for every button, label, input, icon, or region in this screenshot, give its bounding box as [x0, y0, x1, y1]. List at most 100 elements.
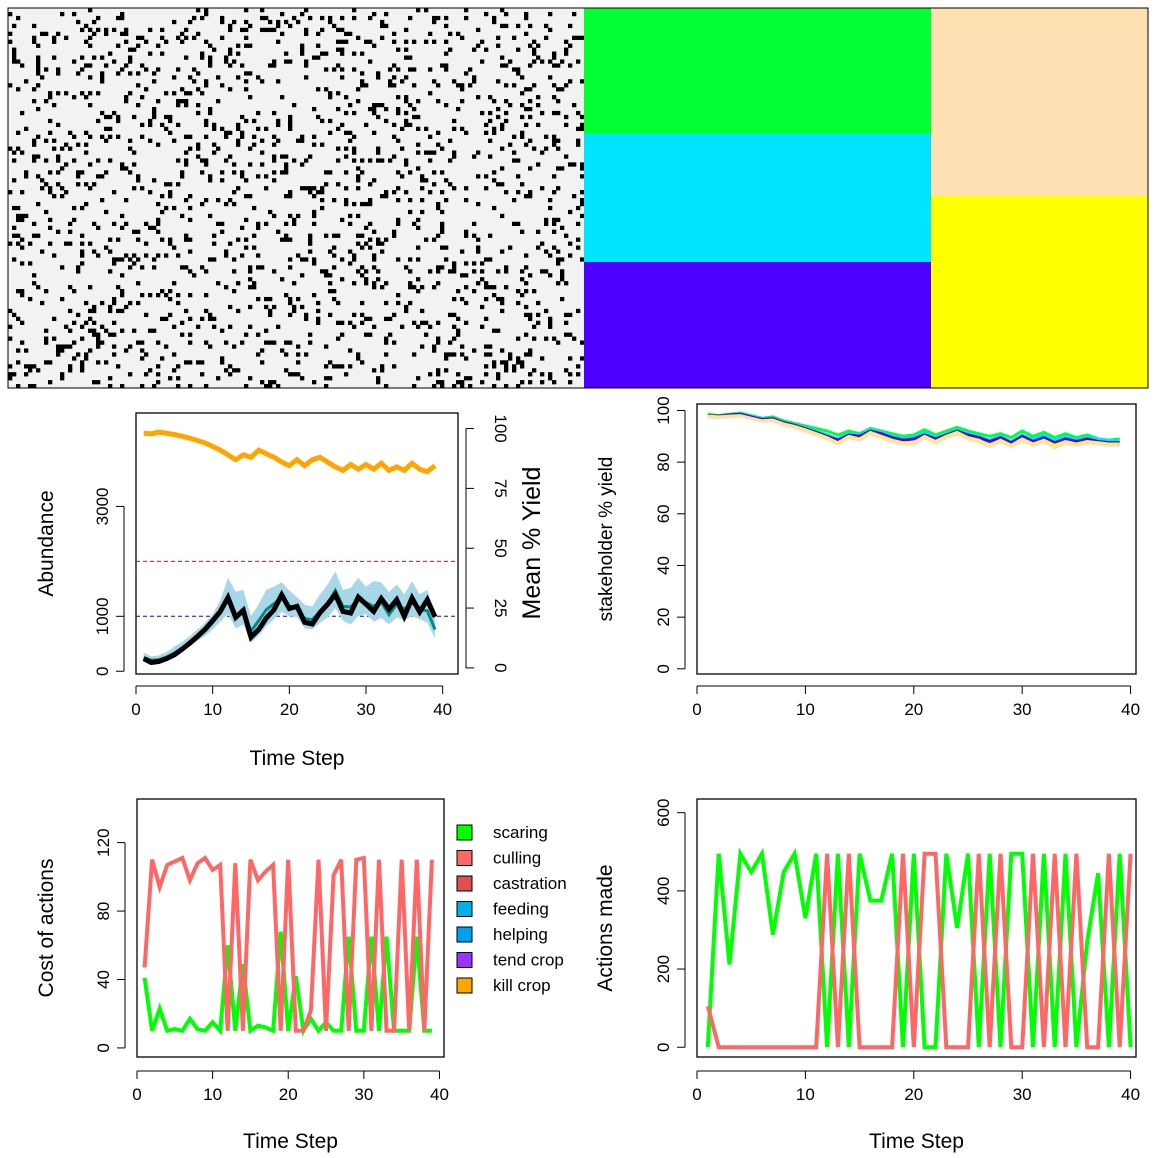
agent-cell	[144, 241, 149, 246]
agent-cell	[512, 221, 517, 227]
agent-cell	[472, 154, 477, 159]
agent-cell	[264, 174, 269, 179]
agent-cell	[292, 308, 297, 314]
agent-cell	[164, 205, 169, 211]
agent-cell	[188, 340, 193, 345]
agent-cell	[528, 312, 533, 318]
agent-cell	[316, 43, 321, 48]
agent-cell	[224, 368, 229, 373]
agent-cell	[492, 328, 497, 333]
agent-cell	[548, 59, 553, 64]
agent-cell	[564, 368, 569, 373]
agent-cell	[188, 332, 193, 337]
agent-cell	[276, 118, 281, 124]
agent-cell	[200, 158, 205, 163]
agent-cell	[148, 122, 153, 128]
agent-cell	[128, 372, 133, 377]
agent-cell	[32, 35, 37, 40]
agent-cell	[88, 241, 93, 246]
x-axis-title: Time Step	[869, 1130, 964, 1153]
agent-cell	[28, 368, 33, 373]
agent-cell	[416, 126, 421, 132]
agent-cell	[316, 87, 321, 92]
agent-cell	[112, 332, 117, 337]
agent-cell	[288, 122, 293, 128]
agent-cell	[68, 308, 73, 314]
agent-cell	[296, 372, 301, 377]
agent-cell	[532, 83, 537, 88]
agent-cell	[372, 103, 377, 108]
agent-cell	[536, 55, 541, 60]
agent-cell	[16, 316, 21, 322]
agent-cell	[8, 241, 13, 246]
agent-cell	[340, 27, 345, 33]
agent-cell	[276, 122, 281, 128]
agent-cell	[440, 384, 445, 389]
x-tick-label: 30	[354, 1085, 373, 1104]
agent-cell	[404, 75, 409, 80]
agent-cell	[460, 249, 465, 254]
agent-cell	[36, 59, 41, 64]
agent-cell	[460, 344, 465, 349]
agent-cell	[280, 95, 285, 100]
agent-cell	[140, 122, 145, 128]
agent-cell	[308, 233, 313, 238]
agent-cell	[324, 233, 329, 238]
agent-cell	[136, 257, 141, 262]
agent-cell	[44, 67, 49, 72]
agent-cell	[168, 194, 173, 199]
agent-cell	[328, 170, 333, 175]
agent-cell	[140, 35, 145, 40]
agent-cell	[520, 103, 525, 108]
agent-cell	[304, 8, 309, 13]
agent-cell	[60, 296, 65, 302]
agent-cell	[356, 174, 361, 179]
agent-cell	[368, 221, 373, 227]
agent-cell	[552, 55, 557, 60]
agent-cell	[248, 23, 253, 29]
agent-cell	[572, 194, 577, 199]
agent-cell	[304, 158, 309, 163]
agent-cell	[324, 376, 329, 381]
agent-cell	[224, 249, 229, 254]
agent-cell	[516, 71, 521, 76]
agent-cell	[524, 265, 529, 270]
agent-cell	[204, 293, 209, 298]
agent-cell	[420, 209, 425, 215]
agent-cell	[96, 158, 101, 163]
agent-cell	[56, 344, 61, 349]
agent-cell	[360, 51, 365, 56]
agent-cell	[284, 368, 289, 373]
agent-cell	[204, 83, 209, 88]
agent-cell	[336, 233, 341, 238]
agent-cell	[328, 15, 333, 21]
agent-cell	[96, 336, 101, 341]
agent-cell	[92, 304, 97, 310]
agent-cell	[272, 63, 277, 68]
agent-cell	[436, 205, 441, 211]
agent-cell	[244, 27, 249, 33]
agent-cell	[136, 281, 141, 286]
agent-cell	[500, 55, 505, 60]
agent-cell	[168, 114, 173, 120]
agent-cell	[12, 178, 17, 183]
agent-cell	[232, 289, 237, 294]
agent-cell	[548, 253, 553, 258]
agent-cell	[436, 380, 441, 385]
agent-cell	[484, 296, 489, 302]
agent-cell	[156, 201, 161, 207]
agent-cell	[124, 253, 129, 258]
agent-cell	[300, 273, 305, 278]
agent-cell	[412, 320, 417, 325]
agent-cell	[556, 166, 561, 171]
agent-cell	[440, 170, 445, 175]
agent-cell	[248, 43, 253, 48]
agent-cell	[136, 83, 141, 88]
agent-cell	[412, 39, 417, 44]
agent-cell	[92, 31, 97, 37]
agent-cell	[528, 194, 533, 199]
agent-cell	[36, 43, 41, 48]
agent-cell	[492, 178, 497, 183]
agent-cell	[188, 205, 193, 211]
